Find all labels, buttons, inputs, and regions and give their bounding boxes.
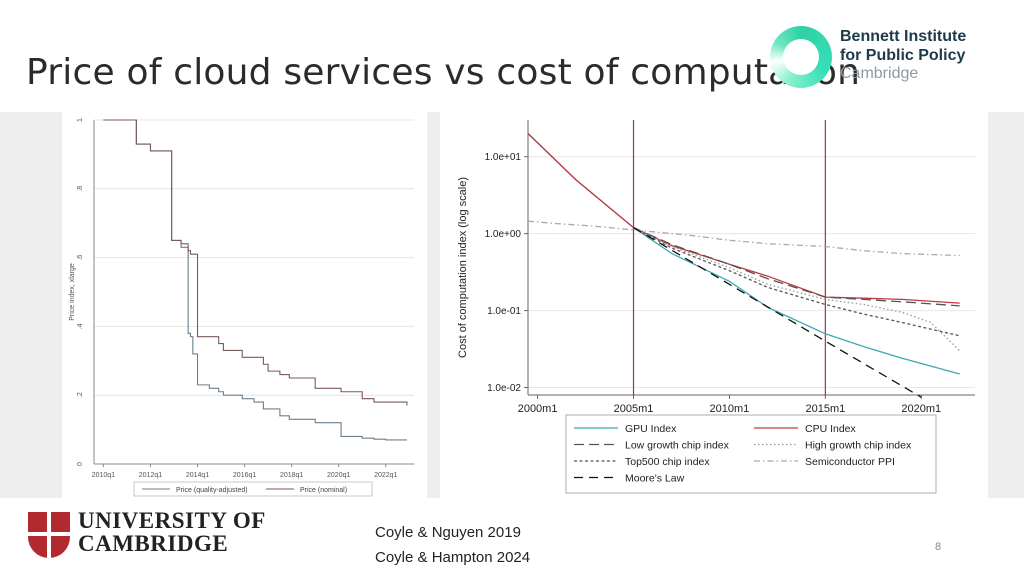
citation-2: Coyle & Hampton 2024: [375, 549, 531, 566]
series-line-cpu-index: [527, 133, 960, 304]
legend-label: Low growth chip index: [625, 440, 730, 452]
series-line-top500-chip-index: [633, 227, 960, 337]
y-tick-label: 1.0e-02: [487, 383, 521, 394]
y-tick-label: .6: [77, 255, 84, 261]
y-tick-label: .8: [77, 186, 84, 192]
x-tick-label: 2020m1: [901, 403, 941, 415]
legend: Price (quality-adjusted) Price (nominal): [133, 481, 373, 497]
x-tick-label: 2016q1: [233, 472, 256, 479]
university-of-cambridge-logo: UNIVERSITY OF CAMBRIDGE: [28, 508, 265, 560]
y-tick-label: 1.0e-01: [487, 306, 521, 317]
series-line-low-growth-chip-index: [633, 227, 960, 307]
citation-1: Coyle & Nguyen 2019: [375, 524, 521, 541]
y-tick-label: .2: [77, 392, 84, 398]
computation-cost-chart-svg: 1.0e+01 1.0e+00 1.0e-01 1.0e-02 2000m1 2005m1…: [457, 120, 975, 494]
x-tick-label: 2015m1: [805, 403, 845, 415]
x-tick-label: 2018q1: [280, 472, 303, 479]
page-number: 8: [935, 541, 942, 553]
legend-label: Top500 chip index: [625, 456, 710, 468]
bennett-logo-line-3: Cambridge: [840, 65, 919, 82]
series-line-moore-s-law: [633, 227, 922, 398]
series-line-high-growth-chip-index: [633, 227, 961, 352]
bennett-logo-line-2: for Public Policy: [840, 47, 966, 64]
x-tick-label: 2022q1: [374, 472, 397, 479]
legend-label: CPU Index: [805, 423, 857, 435]
x-tick-label: 2014q1: [186, 472, 209, 479]
x-tick-label: 2000m1: [518, 403, 558, 415]
computation-cost-chart: 1.0e+01 1.0e+00 1.0e-01 1.0e-02 2000m1 2005m1…: [440, 112, 988, 498]
price-chart-svg: 0 .2 .4 .6 .8 1 2010q1 2012q1 2014q1 2016q1 2018q1…: [69, 118, 414, 497]
legend-label: Moore's Law: [625, 473, 685, 485]
x-tick-label: 2010m1: [710, 403, 750, 415]
legend-label: Price (quality-adjusted): [176, 487, 248, 494]
y-axis-label: Price index, xlarge: [69, 263, 76, 321]
bennett-institute-logo: Bennett Institute for Public Policy Camb…: [768, 22, 1018, 92]
cambridge-logo-line-1: UNIVERSITY OF: [78, 508, 266, 533]
x-tick-label: 2020q1: [327, 472, 350, 479]
legend-box: [133, 481, 373, 497]
bennett-logo-line-1: Bennett Institute: [840, 28, 967, 45]
y-tick-label: .4: [77, 323, 84, 329]
x-tick-label: 2005m1: [614, 403, 654, 415]
legend-label: Semiconductor PPI: [805, 456, 895, 468]
series-line-nominal: [103, 119, 408, 406]
legend-label: High growth chip index: [805, 440, 912, 452]
y-tick-label: 1.0e+01: [485, 152, 522, 163]
cambridge-shield-icon: [28, 512, 70, 558]
y-tick-label: 1: [77, 118, 84, 122]
legend-box: [565, 414, 937, 494]
price-chart: 0 .2 .4 .6 .8 1 2010q1 2012q1 2014q1 2016q1 2018q1…: [62, 112, 427, 498]
legend-label: Price (nominal): [300, 487, 347, 494]
y-tick-label: 1.0e+00: [485, 229, 522, 240]
cambridge-logo-line-2: CAMBRIDGE: [78, 531, 229, 556]
bennett-ring-icon: [770, 26, 832, 88]
series-line-gpu-index: [527, 133, 960, 375]
legend-label: GPU Index: [625, 423, 677, 435]
y-axis-label: Cost of computation index (log scale): [457, 177, 469, 358]
slide-title: Price of cloud services vs cost of compu…: [26, 52, 861, 93]
y-tick-label: 0: [77, 462, 84, 466]
series-line-semiconductor-ppi: [527, 220, 960, 257]
legend: GPU Index CPU Index Low growth chip index H…: [565, 414, 937, 494]
x-tick-label: 2012q1: [139, 472, 162, 479]
x-tick-label: 2010q1: [92, 472, 115, 479]
